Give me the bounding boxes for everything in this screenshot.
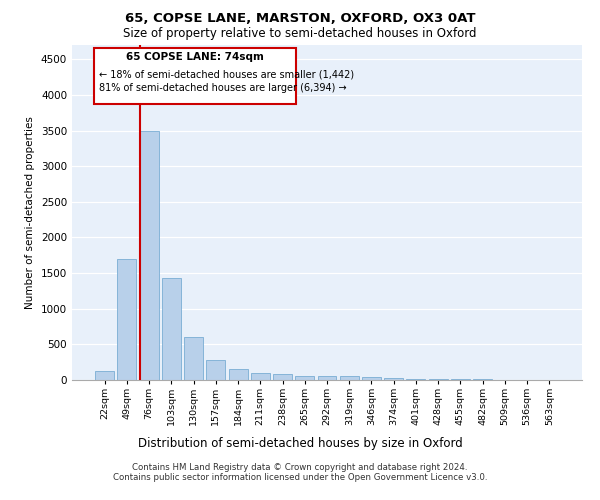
Bar xyxy=(340,376,359,380)
Bar xyxy=(429,379,448,380)
Text: Contains public sector information licensed under the Open Government Licence v3: Contains public sector information licen… xyxy=(113,474,487,482)
Text: Distribution of semi-detached houses by size in Oxford: Distribution of semi-detached houses by … xyxy=(137,437,463,450)
Text: 65 COPSE LANE: 74sqm: 65 COPSE LANE: 74sqm xyxy=(126,52,263,62)
Text: Size of property relative to semi-detached houses in Oxford: Size of property relative to semi-detach… xyxy=(123,28,477,40)
Text: 81% of semi-detached houses are larger (6,394) →: 81% of semi-detached houses are larger (… xyxy=(99,83,347,93)
Bar xyxy=(295,376,314,380)
Bar xyxy=(362,377,381,380)
Bar xyxy=(273,374,292,380)
FancyBboxPatch shape xyxy=(94,48,296,104)
Text: Contains HM Land Registry data © Crown copyright and database right 2024.: Contains HM Land Registry data © Crown c… xyxy=(132,464,468,472)
Bar xyxy=(184,336,203,380)
Bar xyxy=(229,369,248,380)
Bar xyxy=(118,259,136,380)
Bar xyxy=(317,376,337,380)
Bar xyxy=(162,278,181,380)
Bar xyxy=(206,360,225,380)
Bar xyxy=(384,378,403,380)
Text: 65, COPSE LANE, MARSTON, OXFORD, OX3 0AT: 65, COPSE LANE, MARSTON, OXFORD, OX3 0AT xyxy=(125,12,475,26)
Bar xyxy=(251,373,270,380)
Bar xyxy=(140,130,158,380)
Bar xyxy=(95,372,114,380)
Bar xyxy=(406,378,425,380)
Y-axis label: Number of semi-detached properties: Number of semi-detached properties xyxy=(25,116,35,309)
Text: ← 18% of semi-detached houses are smaller (1,442): ← 18% of semi-detached houses are smalle… xyxy=(99,69,354,79)
